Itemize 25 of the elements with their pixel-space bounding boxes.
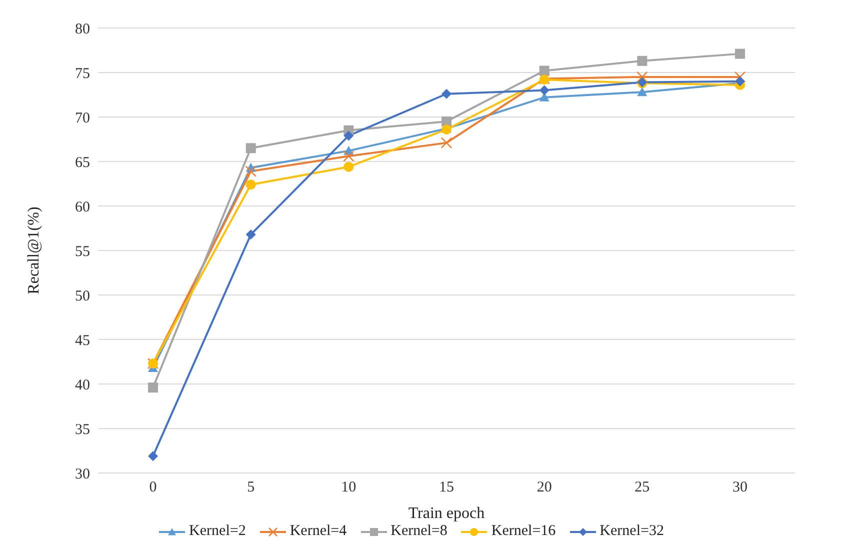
y-tick-label: 60 [75,199,90,216]
y-tick-label: 65 [75,154,90,171]
y-tick-label: 45 [75,332,90,349]
x-tick-label: 15 [439,480,454,496]
y-tick-label: 30 [75,466,90,482]
x-tick-label: 20 [536,480,552,496]
legend-label: Kernel=2 [189,523,246,540]
y-tick-label: 50 [75,288,90,304]
y-axis-title: Recall@1(%) [26,206,43,294]
legend-label: Kernel=16 [491,523,556,540]
x-tick-label: 30 [732,480,748,496]
y-tick-label: 35 [75,422,90,438]
y-tick-label: 40 [75,377,90,394]
legend-label: Kernel=32 [600,523,664,540]
legend-label: Kernel=8 [390,523,448,540]
x-tick-label: 25 [634,480,650,496]
x-axis-title: Train epoch [408,505,485,522]
legend-label: Kernel=4 [290,523,347,540]
y-tick-label: 70 [75,110,90,126]
x-tick-label: 5 [247,480,255,496]
x-tick-label: 0 [149,480,157,496]
y-tick-label: 80 [75,21,90,38]
x-tick-label: 10 [341,480,356,496]
y-tick-label: 75 [75,66,90,82]
y-tick-label: 55 [75,244,90,260]
